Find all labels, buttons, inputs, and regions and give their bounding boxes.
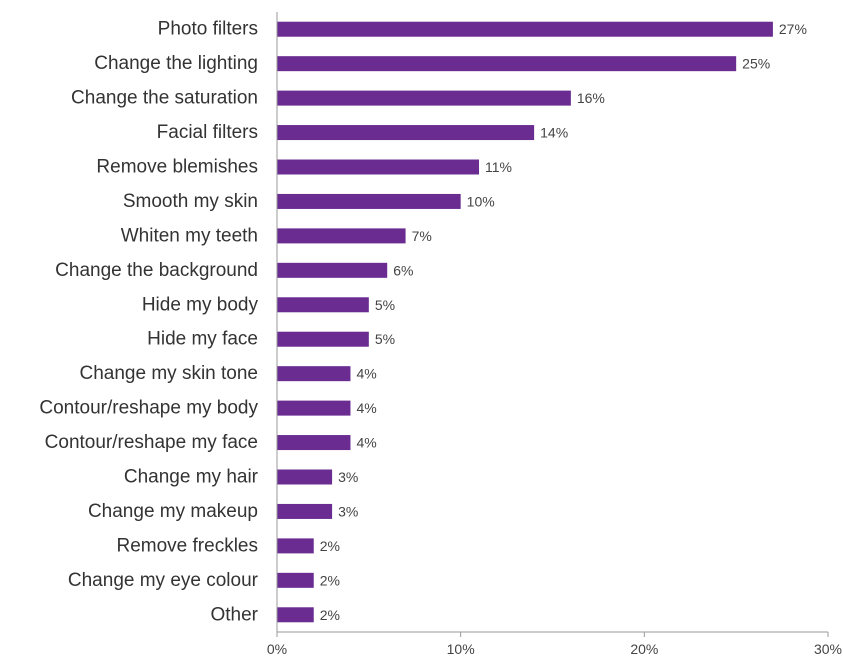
bar — [277, 435, 351, 451]
value-label: 5% — [375, 331, 395, 347]
bar — [277, 21, 773, 37]
value-label: 2% — [320, 572, 340, 588]
category-label: Change my eye colour — [68, 570, 259, 591]
bar — [277, 607, 314, 623]
value-label: 4% — [356, 400, 376, 416]
value-label: 25% — [742, 56, 770, 72]
bar — [277, 125, 535, 141]
bar — [277, 572, 314, 588]
category-label: Facial filters — [157, 122, 258, 143]
bar — [277, 297, 369, 313]
value-label: 4% — [356, 366, 376, 382]
value-label: 16% — [577, 90, 605, 106]
x-ticks-group: 0% 10% 20% 30% — [267, 632, 842, 657]
bar — [277, 262, 388, 278]
value-label: 2% — [320, 538, 340, 554]
x-tick-label: 30% — [814, 641, 842, 657]
bar — [277, 228, 406, 244]
bar — [277, 366, 351, 382]
category-label: Remove blemishes — [96, 157, 258, 178]
value-label: 3% — [338, 503, 358, 519]
bar — [277, 90, 571, 106]
category-label: Change the background — [55, 260, 258, 281]
bar — [277, 159, 480, 175]
x-tick-label: 0% — [267, 641, 287, 657]
category-label: Remove freckles — [117, 535, 259, 556]
category-label: Contour/reshape my face — [45, 432, 258, 453]
category-label: Change my makeup — [88, 501, 258, 522]
value-label: 5% — [375, 297, 395, 313]
value-label: 11% — [485, 159, 512, 175]
category-label: Contour/reshape my body — [39, 398, 258, 419]
value-label: 6% — [393, 262, 413, 278]
category-label: Hide my body — [142, 294, 259, 315]
bar — [277, 331, 369, 347]
value-label: 10% — [467, 193, 495, 209]
value-labels-group: 27% 25% 16% 14% 11% 10% 7% 6% 5% 5% 4% 4% 4% 3% 3% 2% 2%… — [320, 21, 807, 623]
category-label: Other — [210, 604, 258, 625]
bar — [277, 193, 461, 209]
value-label: 2% — [320, 607, 340, 623]
bar — [277, 538, 314, 554]
value-label: 3% — [338, 469, 358, 485]
category-label: Change my hair — [124, 467, 259, 488]
x-tick-label: 20% — [630, 641, 658, 657]
category-label: Change my skin tone — [80, 363, 259, 384]
value-label: 4% — [356, 435, 376, 451]
value-label: 14% — [540, 125, 568, 141]
category-label: Whiten my teeth — [121, 225, 258, 246]
category-label: Change the lighting — [94, 53, 258, 74]
bars-group — [277, 21, 773, 623]
x-tick-label: 10% — [447, 641, 475, 657]
category-label: Change the saturation — [71, 88, 258, 109]
value-label: 7% — [412, 228, 432, 244]
category-label: Photo filters — [158, 19, 258, 40]
category-label: Hide my face — [147, 329, 258, 350]
bar — [277, 503, 333, 519]
bar — [277, 400, 351, 416]
bar — [277, 469, 333, 485]
value-label: 27% — [779, 21, 807, 37]
category-labels-group: Photo filters Change the lighting Change t… — [39, 19, 258, 626]
category-label: Smooth my skin — [123, 191, 258, 212]
bar — [277, 56, 737, 72]
